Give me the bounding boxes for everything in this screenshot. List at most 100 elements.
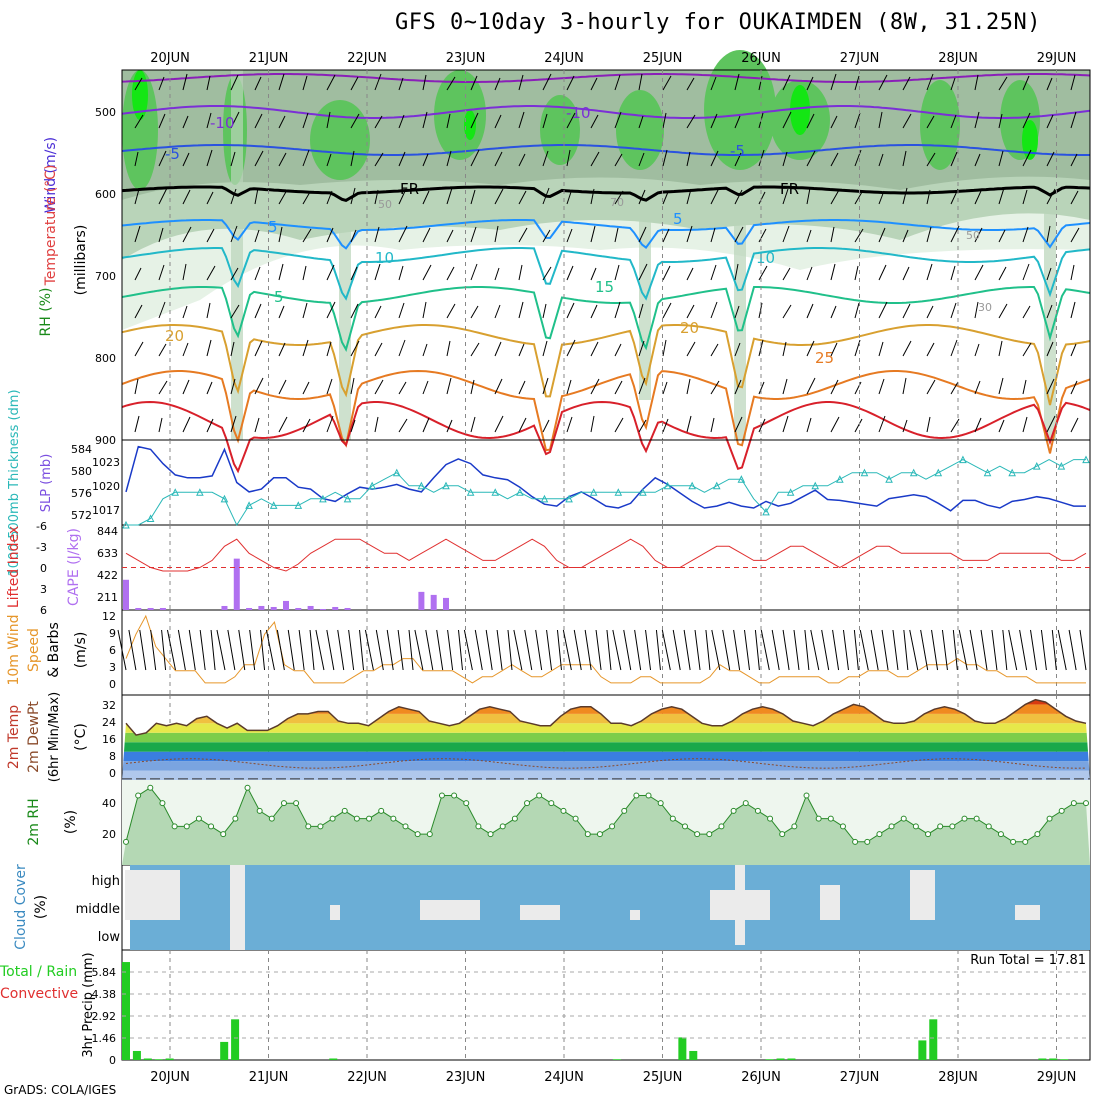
rh2m-marker: [645, 792, 652, 799]
upper-wind-barbs: [134, 73, 1080, 433]
thickness-marker: [442, 481, 450, 490]
wind-barb: [590, 188, 595, 205]
wind10-barb: [309, 629, 315, 671]
date-label-top: 27JUN: [840, 51, 880, 66]
wind-barb: [542, 419, 550, 433]
wind-barb: [566, 339, 576, 357]
wind10-barb: [969, 629, 978, 671]
wind10-barb: [821, 629, 830, 671]
contour-label: -10: [210, 114, 235, 132]
rh2m-ytick: 40: [102, 797, 116, 810]
wind-barb: [206, 339, 212, 357]
rh2m-marker: [548, 800, 555, 807]
precip-label-2: Convective: [0, 986, 78, 1002]
date-label-top: 25JUN: [643, 51, 683, 66]
wind-barb: [494, 77, 501, 91]
rh2m-marker: [171, 823, 178, 830]
wind-barb: [758, 381, 765, 395]
wind-barb: [638, 377, 646, 395]
wind10-line: [125, 614, 1086, 684]
temp-label-2: 2m DewPt: [26, 701, 42, 773]
rh-column: [231, 70, 243, 440]
precip-bar: [929, 1019, 938, 1060]
wind-barb: [350, 76, 359, 91]
rh2m-marker: [767, 815, 774, 822]
wind-barb: [398, 339, 406, 357]
rh2m-marker: [584, 831, 591, 838]
wind10-label-2: Speed: [26, 628, 42, 672]
wind10-barb: [425, 629, 434, 671]
wind-barb: [518, 111, 525, 129]
rh-blob: [310, 100, 370, 180]
wind10-label-1: 10m Wind: [6, 614, 22, 685]
wind10-barb: [683, 629, 691, 671]
wind10-barb: [793, 629, 800, 671]
precip-bar: [220, 1041, 229, 1060]
cape-bar: [319, 608, 326, 610]
wind-barb: [446, 340, 451, 357]
wind-barb: [854, 418, 863, 433]
wind-barb: [1022, 416, 1028, 433]
wind10-barb: [375, 629, 384, 671]
contour-label: FR: [780, 180, 799, 198]
cape-bar: [147, 607, 154, 610]
wind-barb: [206, 302, 211, 319]
wind-barb: [686, 304, 695, 319]
cape-ytick-left: 0: [40, 562, 47, 575]
wind-barb: [1070, 153, 1078, 167]
rh-blob-bright: [790, 85, 810, 135]
wind-barb: [494, 114, 502, 129]
precip-bar: [765, 1059, 774, 1060]
wind-barb: [998, 113, 1003, 129]
wind-barb: [686, 114, 696, 129]
wind-barb: [1022, 75, 1030, 91]
wind-barb: [278, 152, 287, 167]
rh2m-marker: [706, 831, 713, 838]
wind-barb: [326, 378, 333, 395]
cape-bar: [344, 607, 351, 610]
wind-barb: [230, 111, 240, 129]
wind10-barb: [573, 629, 582, 671]
wind-barb: [254, 340, 263, 357]
wind-barb: [686, 415, 692, 433]
wind-barb: [326, 74, 336, 91]
temp-band: [122, 723, 1090, 733]
wind-barb: [182, 115, 189, 129]
wind10-barb: [485, 629, 493, 671]
wind-barb: [566, 228, 573, 243]
wind-barb: [470, 305, 479, 319]
wind-barb: [254, 229, 260, 243]
wind10-barb: [447, 629, 454, 671]
wind-barb: [830, 379, 839, 395]
rh2m-marker: [718, 823, 725, 830]
wind-barb: [134, 188, 140, 205]
cloud-block: [420, 900, 480, 920]
rh-blob: [616, 90, 664, 170]
wind-barb: [254, 76, 262, 91]
wind-barb: [830, 305, 837, 319]
wind-barb: [998, 229, 1006, 243]
cloud-block: [735, 865, 745, 945]
wind-barb: [806, 113, 815, 129]
wind10-barb: [920, 629, 929, 671]
wind10-barb: [991, 629, 998, 671]
wind-barb: [398, 188, 407, 205]
contour-label: 50: [378, 198, 392, 211]
wind-barb: [422, 153, 429, 167]
slp-line: [125, 445, 1086, 512]
wind-barb: [614, 380, 623, 395]
wind-barb: [782, 378, 788, 395]
wind-barb: [710, 301, 718, 319]
wind10-barb: [623, 629, 632, 671]
precip-ytick: 1.46: [92, 1032, 117, 1045]
wind-barb: [350, 150, 355, 167]
wind-barb: [350, 266, 358, 281]
wind10-barb: [1019, 629, 1028, 671]
wind-barb: [1022, 342, 1032, 357]
wind-barb: [614, 190, 624, 205]
rh-blob: [434, 70, 486, 160]
cape-ytick-right: 211: [97, 591, 118, 604]
wind10-barb: [414, 629, 424, 671]
wind-barb: [302, 191, 311, 205]
wind-barb: [566, 416, 573, 433]
